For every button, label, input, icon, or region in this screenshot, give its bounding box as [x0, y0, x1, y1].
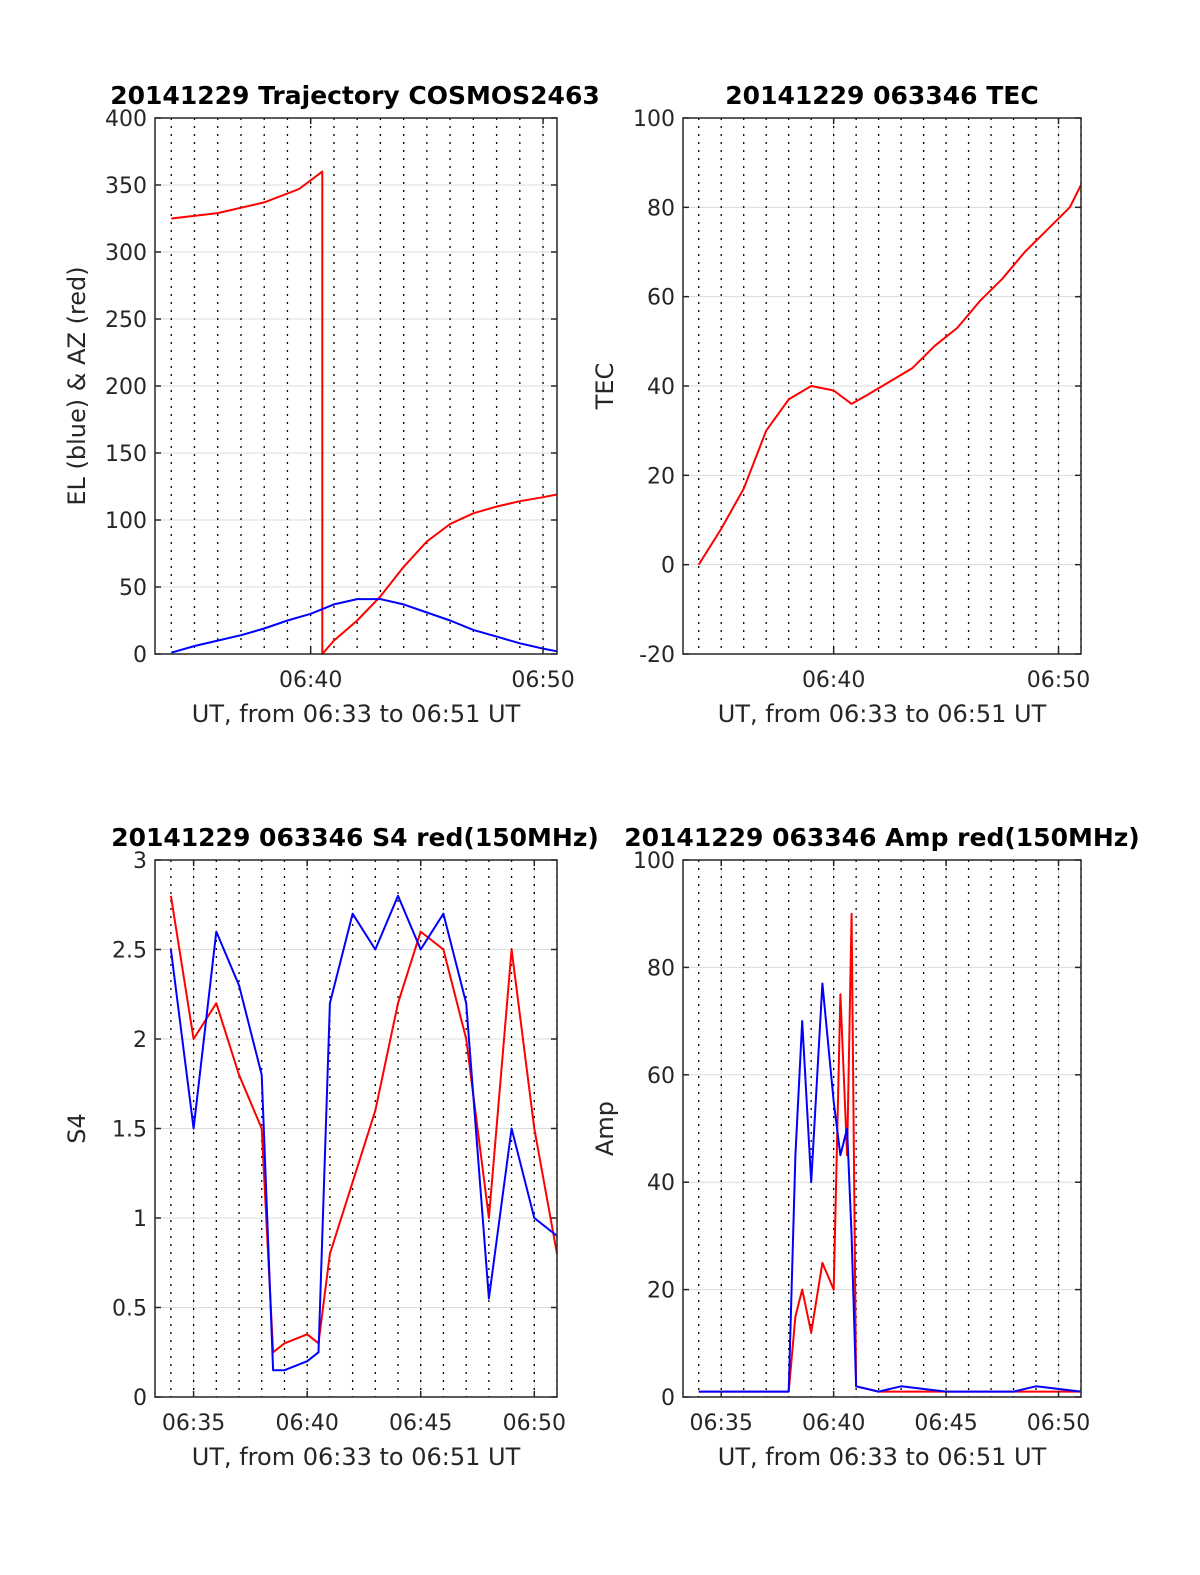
y-tick-label: 150	[105, 442, 147, 467]
chart-tec: -20 0 20 40 60 80 100 06:40 06:50 20141229 063346…	[591, 81, 1090, 728]
x-axis-label: UT, from 06:33 to 06:51 UT	[718, 1443, 1047, 1471]
y-tick-label: 250	[105, 308, 147, 333]
y-tick-label: 350	[105, 174, 147, 199]
y-tick-label: 0	[133, 643, 147, 668]
y-tick-label: 80	[647, 956, 675, 981]
y-tick-label: 3	[133, 849, 147, 874]
y-tick-label: 0	[661, 554, 675, 579]
y-tick-label: 2	[133, 1028, 147, 1053]
series-line-1	[698, 912, 1081, 1393]
y-axis-label: S4	[63, 1113, 91, 1144]
y-tick-label: 200	[105, 375, 147, 400]
y-tick-label: 0	[133, 1386, 147, 1411]
x-tick-label: 06:45	[914, 1411, 977, 1436]
series-line-2	[169, 894, 558, 1372]
y-tick-label: 40	[647, 1171, 675, 1196]
x-tick-label: 06:50	[1027, 1411, 1090, 1436]
x-tick-label: 06:50	[511, 668, 574, 693]
chart-title: 20141229 063346 S4 red(150MHz)	[111, 823, 599, 852]
y-tick-label: 80	[647, 196, 675, 221]
chart-amp: 0 20 40 60 80 100 06:35 06:40 06:45 06:50 20141229…	[591, 823, 1140, 1471]
x-tick-label: 06:35	[162, 1411, 225, 1436]
y-tick-label: 20	[647, 1279, 675, 1304]
y-tick-label: 1	[133, 1207, 147, 1232]
x-tick-label: 06:50	[503, 1411, 566, 1436]
chart-title: 20141229 Trajectory COSMOS2463	[110, 81, 600, 110]
y-tick-label: 60	[647, 1064, 675, 1089]
y-tick-label: 100	[105, 509, 147, 534]
chart-title: 20141229 063346 TEC	[725, 81, 1038, 110]
y-tick-label: 300	[105, 241, 147, 266]
y-axis-label: Amp	[591, 1101, 619, 1156]
x-tick-label: 06:40	[275, 1411, 338, 1436]
chart-title: 20141229 063346 Amp red(150MHz)	[624, 823, 1140, 852]
y-tick-label: 0	[661, 1386, 675, 1411]
x-tick-label: 06:45	[389, 1411, 452, 1436]
y-tick-label: 1.5	[112, 1118, 147, 1143]
y-axis-label: EL (blue) & AZ (red)	[63, 266, 91, 505]
y-tick-label: -20	[639, 643, 675, 668]
y-tick-label: 50	[119, 576, 147, 601]
y-tick-label: 40	[647, 375, 675, 400]
series-line-1	[169, 895, 558, 1354]
series-line-1	[697, 184, 1082, 566]
axes-box	[682, 859, 1082, 1398]
y-tick-label: 0.5	[112, 1297, 147, 1322]
x-tick-label: 06:40	[279, 668, 342, 693]
x-axis-label: UT, from 06:33 to 06:51 UT	[192, 1443, 521, 1471]
x-tick-label: 06:40	[802, 1411, 865, 1436]
series-line-2	[698, 982, 1082, 1393]
y-tick-label: 400	[105, 107, 147, 132]
y-tick-label: 60	[647, 286, 675, 311]
y-tick-label: 2.5	[112, 939, 147, 964]
y-tick-label: 100	[633, 849, 675, 874]
y-tick-label: 20	[647, 464, 675, 489]
x-tick-label: 06:50	[1027, 668, 1090, 693]
chart-trajectory: 0 50 100 150 200 250 300 350 400 06:40 06:50 201412…	[63, 81, 600, 728]
y-axis-label: TEC	[591, 363, 619, 411]
x-tick-label: 06:35	[690, 1411, 753, 1436]
x-axis-label: UT, from 06:33 to 06:51 UT	[192, 700, 521, 728]
series-line-1	[171, 170, 558, 655]
chart-s4: 0 0.5 1 1.5 2 2.5 3 06:35 06:40 06:45 06:50 2014122…	[63, 823, 599, 1471]
x-tick-label: 06:40	[802, 668, 865, 693]
x-axis-label: UT, from 06:33 to 06:51 UT	[718, 700, 1047, 728]
series-line-2	[171, 598, 558, 654]
plot-area	[683, 860, 1081, 1397]
y-tick-label: 100	[633, 107, 675, 132]
